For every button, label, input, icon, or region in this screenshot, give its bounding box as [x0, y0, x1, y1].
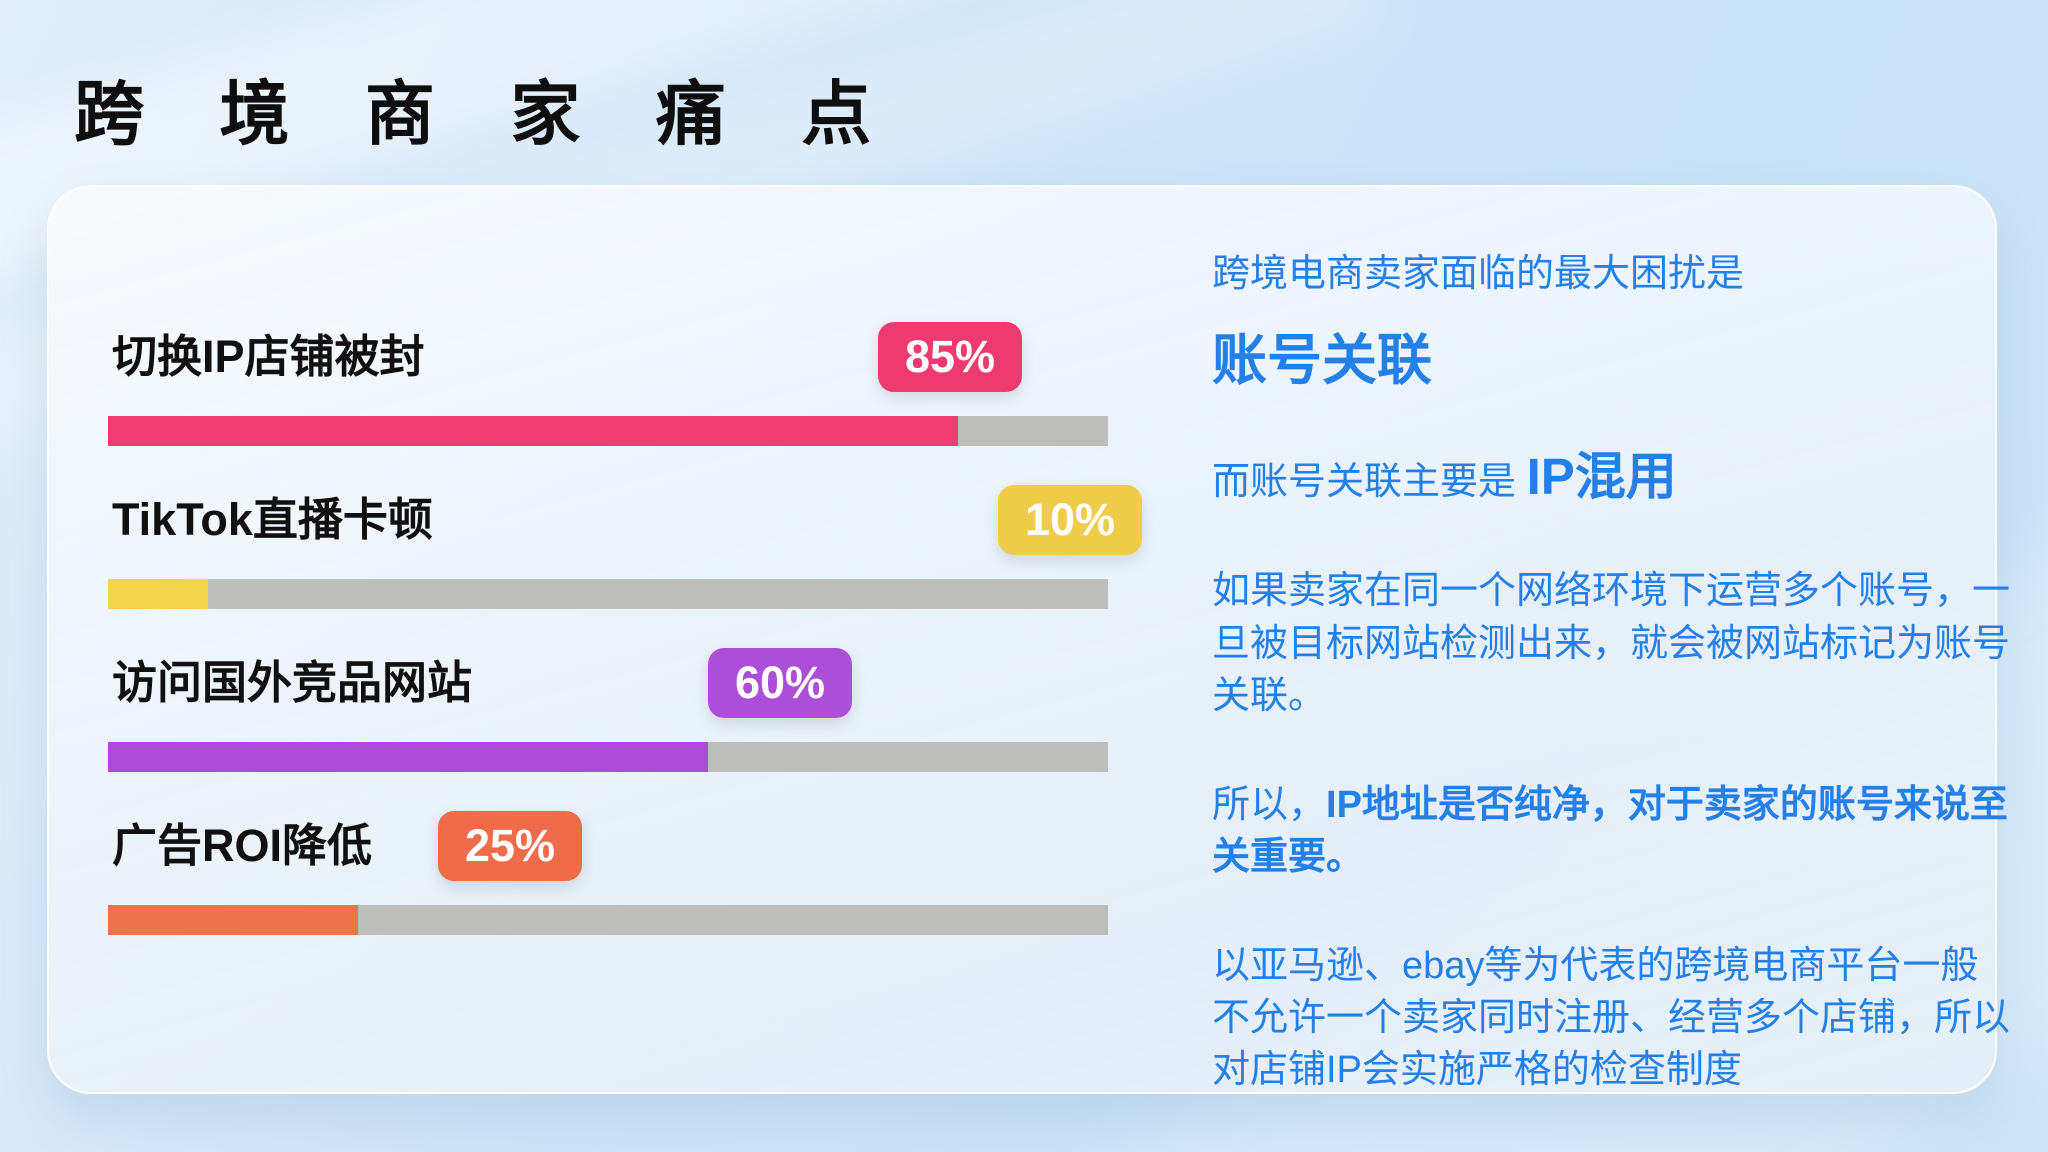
bar-category-label: 切换IP店铺被封 — [112, 331, 425, 382]
explanation-column: 跨境电商卖家面临的最大困扰是 账号关联 而账号关联主要是 IP混用 如果卖家在同… — [1212, 250, 2012, 1097]
bar-row: TikTok直播卡顿 10% — [108, 485, 1143, 615]
paragraph-platform-policy: 以亚马逊、ebay等为代表的跨境电商平台一般不允许一个卖家同时注册、经营多个店铺… — [1212, 944, 2011, 1092]
bar-row: 访问国外竞品网站 60% — [108, 648, 1108, 778]
bar-category-label: 广告ROI降低 — [112, 820, 373, 871]
paragraph-ip-purity: 所以，IP地址是否纯净，对于卖家的账号来说至关重要。 — [1212, 779, 2012, 884]
bar-fill — [108, 742, 708, 772]
bar-category-label: TikTok直播卡顿 — [112, 494, 433, 545]
paragraph-network-detection: 如果卖家在同一个网络环境下运营多个账号，一旦被目标网站检测出来，就会被网站标记为… — [1212, 570, 2011, 718]
bar-fill — [108, 416, 958, 446]
bar-value-badge: 85% — [878, 322, 1023, 392]
intro-line: 跨境电商卖家面临的最大困扰是 — [1212, 253, 1745, 295]
paragraph-prefix: 所以， — [1212, 783, 1327, 826]
page-title: 跨 境 商 家 痛 点 — [74, 75, 900, 153]
bar-value-badge: 25% — [438, 811, 583, 881]
content-panel — [47, 185, 1997, 1094]
bar-fill — [108, 905, 358, 935]
bar-value-badge: 60% — [708, 648, 853, 718]
bar-track — [108, 579, 1108, 609]
bar-row: 广告ROI降低 25% — [108, 811, 1108, 941]
bar-track — [108, 416, 1108, 446]
bar-value-badge: 10% — [998, 485, 1143, 555]
paragraph-bold-part: IP地址是否纯净，对于卖家的账号来说至关重要。 — [1212, 783, 2008, 879]
subline: 而账号关联主要是 IP混用 — [1212, 435, 2012, 509]
bar-track — [108, 905, 1108, 935]
headline-account-linking: 账号关联 — [1212, 329, 1433, 392]
subline-prefix: 而账号关联主要是 — [1212, 461, 1527, 504]
bar-fill — [108, 579, 208, 609]
bar-track — [108, 742, 1108, 772]
subline-highlight: IP混用 — [1526, 448, 1677, 506]
pain-points-bar-chart: 切换IP店铺被封 85% TikTok直播卡顿 10% 访问国外竞品网站 60%… — [108, 0, 1143, 1152]
bar-row: 切换IP店铺被封 85% — [108, 322, 1108, 452]
bar-category-label: 访问国外竞品网站 — [112, 657, 473, 708]
